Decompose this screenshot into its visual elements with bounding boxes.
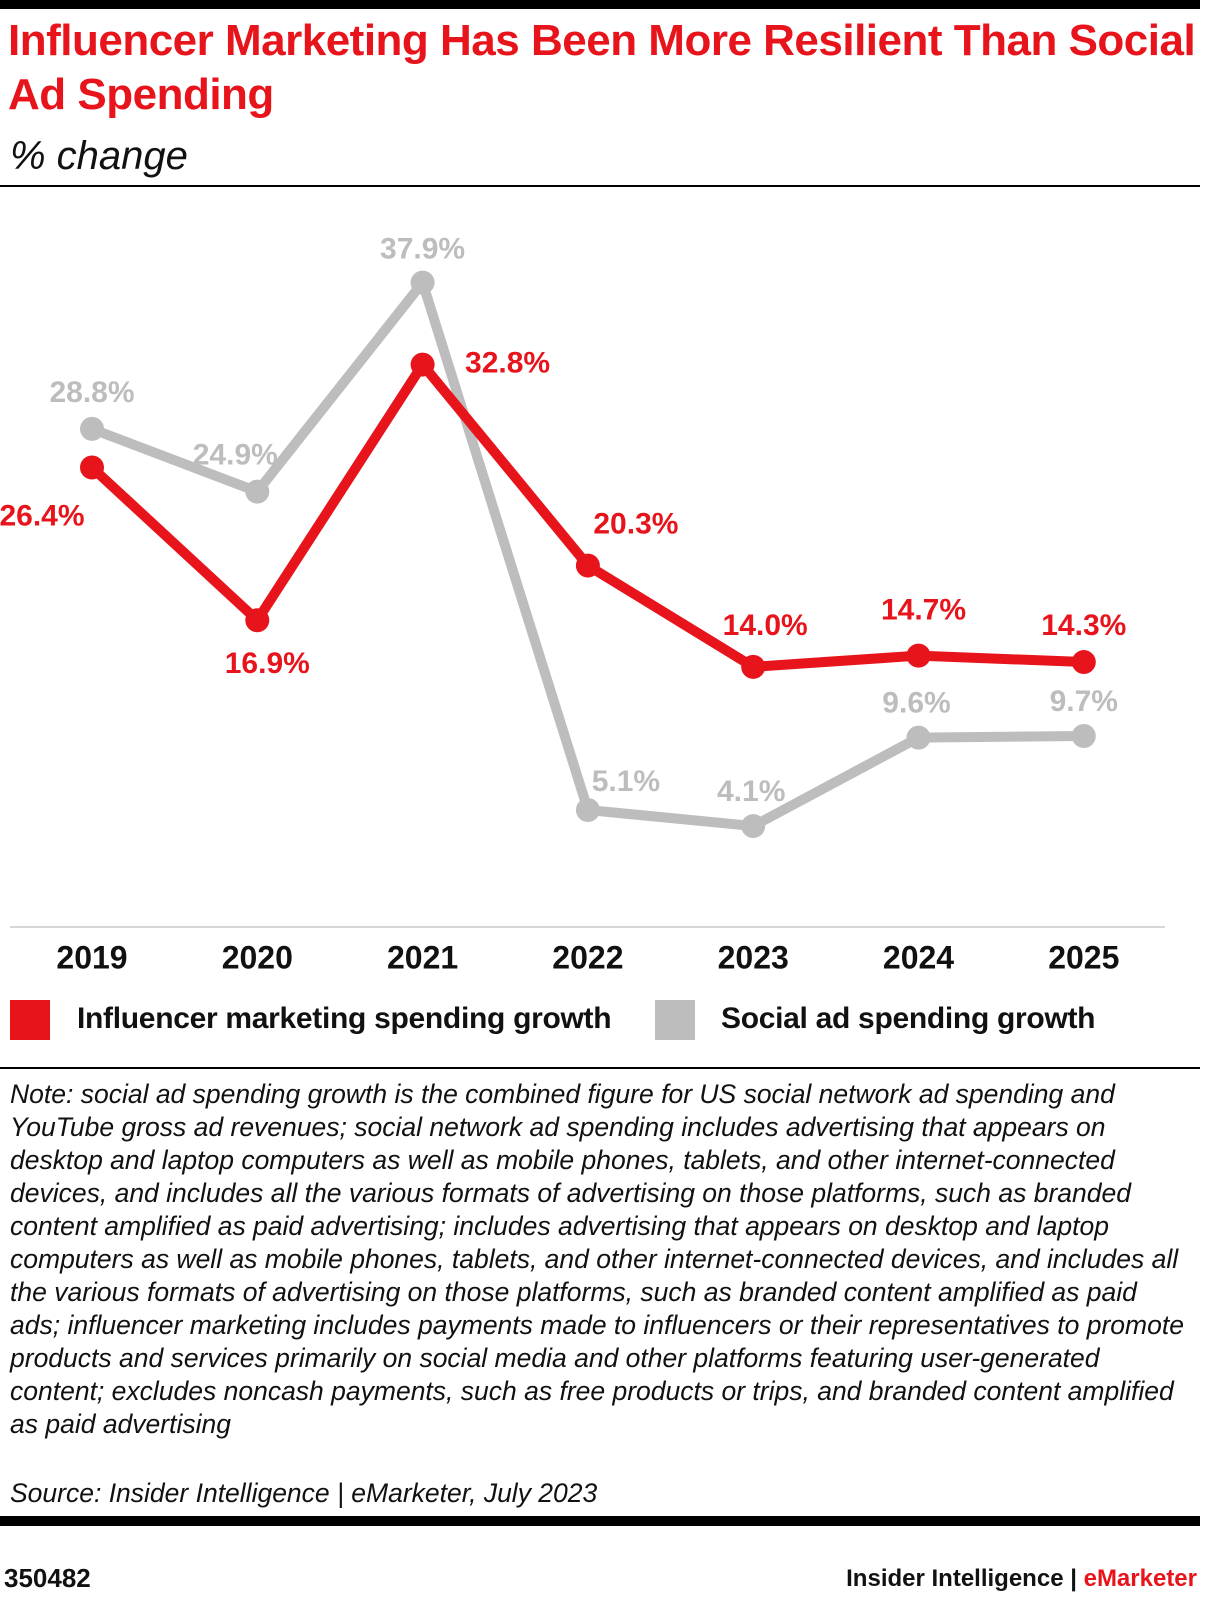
data-label-influencer-2023: 14.0% (723, 609, 808, 642)
x-tick-label-2021: 2021 (387, 939, 458, 975)
data-label-social-2025: 9.7% (1050, 685, 1118, 718)
x-tick-label-2019: 2019 (56, 939, 127, 975)
data-point-influencer-2019 (80, 455, 104, 480)
data-label-social-2019: 28.8% (49, 376, 134, 409)
data-point-social-2021 (410, 270, 435, 295)
line-chart: 28.8% 24.9% 37.9% 5.1% 4.1% 9.6% 9.7% 26.4% 16.9… (0, 232, 1165, 975)
data-point-social-2022 (575, 797, 600, 822)
legend-label-social: Social ad spending growth (721, 1002, 1096, 1035)
x-tick-label-2025: 2025 (1048, 939, 1119, 975)
data-point-influencer-2022 (575, 553, 600, 578)
x-tick-label-2022: 2022 (552, 939, 623, 975)
bottom-border (0, 1516, 1200, 1526)
legend-swatch-social (655, 1000, 695, 1040)
chart-subtitle: % change (10, 134, 188, 178)
x-tick-label-2024: 2024 (883, 939, 954, 975)
legend-swatch-influencer (10, 1000, 50, 1040)
data-point-influencer-2024 (906, 643, 931, 668)
data-point-influencer-2023 (741, 654, 766, 679)
data-label-social-2024: 9.6% (882, 687, 950, 720)
note-divider (0, 1067, 1200, 1069)
data-point-influencer-2021 (410, 352, 435, 377)
chart-source: Source: Insider Intelligence | eMarketer… (10, 1478, 598, 1508)
brand-emarketer: eMarketer (1083, 1565, 1197, 1592)
data-point-social-2019 (80, 416, 104, 441)
top-border (0, 0, 1200, 9)
header-divider (0, 185, 1200, 187)
chart-note: Note: social ad spending growth is the c… (10, 1079, 1184, 1439)
data-label-social-2020: 24.9% (193, 439, 278, 472)
brand-credit: Insider Intelligence | eMarketer (846, 1564, 1197, 1594)
data-label-social-2022: 5.1% (592, 765, 660, 798)
data-label-influencer-2022: 20.3% (593, 507, 678, 540)
data-point-social-2023 (741, 814, 766, 839)
data-point-social-2024 (906, 725, 931, 750)
legend: Influencer marketing spending growth Soc… (0, 998, 1200, 1042)
data-label-influencer-2024: 14.7% (881, 594, 966, 627)
legend-label-influencer: Influencer marketing spending growth (77, 1002, 612, 1035)
data-label-influencer-2021: 32.8% (465, 346, 550, 379)
x-tick-label-2023: 2023 (718, 939, 789, 975)
chart-id: 350482 (4, 1563, 91, 1593)
data-point-influencer-2020 (245, 608, 270, 633)
data-point-social-2025 (1071, 724, 1096, 749)
data-label-influencer-2020: 16.9% (225, 647, 310, 680)
data-point-influencer-2025 (1071, 650, 1096, 675)
data-label-influencer-2019: 26.4% (0, 499, 85, 532)
data-label-influencer-2025: 14.3% (1041, 609, 1126, 642)
chart-title: Influencer Marketing Has Been More Resil… (8, 16, 1196, 119)
data-point-social-2020 (245, 479, 270, 504)
x-tick-label-2020: 2020 (222, 939, 293, 975)
data-label-social-2023: 4.1% (717, 775, 785, 808)
brand-insider-intelligence: Insider Intelligence | (846, 1565, 1084, 1592)
data-label-social-2021: 37.9% (380, 232, 465, 265)
